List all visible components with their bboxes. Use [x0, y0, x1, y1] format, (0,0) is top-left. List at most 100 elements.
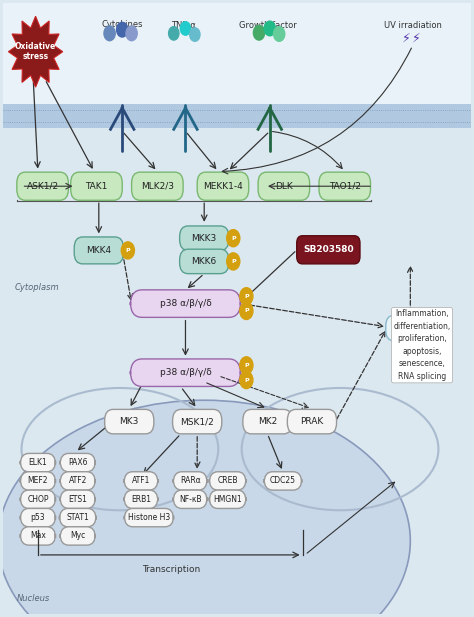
Text: Myc: Myc	[70, 531, 85, 540]
FancyBboxPatch shape	[124, 472, 158, 490]
Text: MKK4: MKK4	[86, 246, 111, 255]
Circle shape	[240, 288, 253, 305]
Text: Inflammation,
differentiation,
proliferation,
apoptosis,
senescence,
RNA splicin: Inflammation, differentiation, prolifera…	[393, 310, 451, 381]
FancyBboxPatch shape	[71, 172, 122, 201]
FancyBboxPatch shape	[132, 172, 183, 201]
Text: MKK3: MKK3	[191, 234, 217, 242]
Text: TAK1: TAK1	[85, 182, 108, 191]
Circle shape	[240, 302, 253, 320]
FancyBboxPatch shape	[297, 236, 360, 264]
Text: P: P	[231, 236, 236, 241]
Text: PAX6: PAX6	[68, 458, 88, 467]
Circle shape	[126, 26, 137, 41]
FancyBboxPatch shape	[20, 453, 55, 472]
FancyBboxPatch shape	[264, 472, 301, 490]
Text: CHOP: CHOP	[27, 495, 49, 503]
FancyBboxPatch shape	[243, 410, 292, 434]
FancyBboxPatch shape	[20, 490, 55, 508]
FancyBboxPatch shape	[173, 490, 207, 508]
Polygon shape	[9, 16, 63, 87]
Text: Growth factor: Growth factor	[238, 21, 296, 30]
FancyBboxPatch shape	[180, 226, 229, 251]
Text: ATF1: ATF1	[132, 476, 150, 486]
FancyBboxPatch shape	[105, 410, 154, 434]
Text: P: P	[231, 259, 236, 264]
FancyBboxPatch shape	[124, 508, 173, 527]
Circle shape	[104, 26, 115, 41]
FancyBboxPatch shape	[258, 172, 310, 201]
Text: Transcription: Transcription	[142, 565, 201, 574]
FancyBboxPatch shape	[173, 410, 222, 434]
Text: CDC25: CDC25	[270, 476, 296, 486]
Text: ATF2: ATF2	[69, 476, 87, 486]
FancyBboxPatch shape	[210, 490, 246, 508]
FancyBboxPatch shape	[60, 472, 95, 490]
Text: ASK1/2: ASK1/2	[27, 182, 59, 191]
FancyBboxPatch shape	[130, 290, 240, 317]
Text: Max: Max	[30, 531, 46, 540]
Text: P: P	[244, 378, 249, 383]
Circle shape	[227, 230, 240, 247]
Text: RARα: RARα	[180, 476, 201, 486]
Text: STAT1: STAT1	[66, 513, 89, 522]
Text: MEKK1-4: MEKK1-4	[203, 182, 243, 191]
FancyBboxPatch shape	[60, 490, 95, 508]
FancyBboxPatch shape	[124, 490, 158, 508]
Circle shape	[169, 27, 179, 40]
FancyBboxPatch shape	[60, 453, 95, 472]
FancyBboxPatch shape	[386, 315, 435, 341]
Text: MK3: MK3	[119, 417, 139, 426]
Text: MK2: MK2	[258, 417, 277, 426]
Text: CREB: CREB	[218, 476, 238, 486]
Text: Cytokines: Cytokines	[101, 20, 143, 28]
Text: DLK: DLK	[275, 182, 293, 191]
Text: NF-κB: NF-κB	[179, 495, 201, 503]
FancyBboxPatch shape	[197, 172, 249, 201]
Text: MLK2/3: MLK2/3	[141, 182, 174, 191]
Text: Nucleus: Nucleus	[17, 594, 50, 603]
Text: HMGN1: HMGN1	[213, 495, 242, 503]
Circle shape	[264, 21, 275, 36]
Text: P: P	[244, 294, 249, 299]
Circle shape	[273, 27, 285, 41]
Text: MSK1/2: MSK1/2	[180, 417, 214, 426]
FancyBboxPatch shape	[60, 527, 95, 545]
FancyBboxPatch shape	[3, 104, 471, 128]
Circle shape	[190, 28, 200, 41]
Text: TNF-α: TNF-α	[171, 21, 195, 30]
Circle shape	[121, 242, 135, 259]
FancyBboxPatch shape	[210, 472, 246, 490]
FancyBboxPatch shape	[173, 472, 207, 490]
Text: SB203580: SB203580	[303, 246, 354, 254]
FancyBboxPatch shape	[20, 508, 55, 527]
FancyBboxPatch shape	[180, 249, 229, 274]
Text: P: P	[126, 248, 130, 253]
FancyBboxPatch shape	[20, 527, 55, 545]
Circle shape	[180, 22, 191, 35]
FancyBboxPatch shape	[287, 410, 337, 434]
Text: Oxidative
stress: Oxidative stress	[15, 42, 56, 62]
Circle shape	[117, 22, 128, 37]
Text: ⚡: ⚡	[402, 31, 411, 44]
Text: P: P	[244, 363, 249, 368]
Circle shape	[240, 371, 253, 389]
FancyBboxPatch shape	[74, 237, 123, 264]
Circle shape	[254, 25, 264, 40]
FancyBboxPatch shape	[3, 3, 471, 119]
FancyBboxPatch shape	[130, 359, 240, 386]
FancyBboxPatch shape	[17, 172, 68, 201]
Text: ⚡: ⚡	[411, 31, 420, 44]
Text: P: P	[244, 308, 249, 313]
Text: PRAK: PRAK	[301, 417, 324, 426]
Text: ELK1: ELK1	[28, 458, 47, 467]
Text: ETS1: ETS1	[68, 495, 87, 503]
Text: ERB1: ERB1	[131, 495, 151, 503]
Text: p38 α/β/γ/δ: p38 α/β/γ/δ	[160, 299, 211, 308]
Text: p38 α/β/γ/δ: p38 α/β/γ/δ	[160, 368, 211, 377]
FancyBboxPatch shape	[319, 172, 371, 201]
Circle shape	[240, 357, 253, 374]
Text: MKK6: MKK6	[191, 257, 217, 266]
Text: TAO1/2: TAO1/2	[329, 182, 361, 191]
Text: Cytoplasm: Cytoplasm	[15, 283, 59, 292]
FancyBboxPatch shape	[20, 472, 55, 490]
